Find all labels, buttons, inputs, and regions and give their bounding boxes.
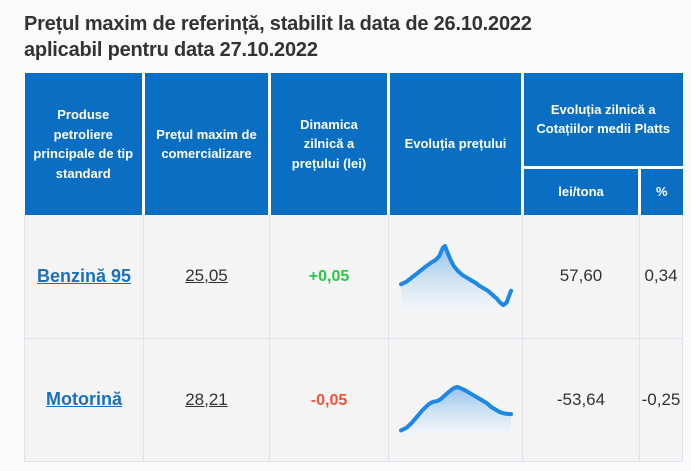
header-max-price: Prețul maxim de comercializare bbox=[143, 73, 271, 215]
daily-dynamics-value: +0,05 bbox=[308, 268, 350, 286]
max-price-link[interactable]: 28,21 bbox=[185, 389, 228, 409]
daily-dynamics-value: -0,05 bbox=[310, 391, 348, 409]
header-platts-lei-tona: lei/tona bbox=[522, 167, 641, 215]
fuel-price-table: Produse petroliere principale de tip sta… bbox=[24, 73, 683, 462]
price-evolution-chart bbox=[398, 384, 513, 435]
title-text-2: aplicabil pentru data bbox=[24, 39, 220, 61]
cell-product: Benzină 95 bbox=[24, 215, 144, 339]
header-daily-dynamics: Dinamica zilnică a prețului (lei) bbox=[269, 73, 390, 215]
max-price-link[interactable]: 25,05 bbox=[185, 266, 228, 286]
cell-price-evolution bbox=[388, 215, 523, 339]
price-evolution-chart bbox=[398, 244, 513, 312]
table-row-motorina: Motorină 28,21 -0,05 -53,64 -0,25 bbox=[24, 338, 683, 462]
header-platts-percent: % bbox=[639, 167, 683, 215]
cell-max-price: 25,05 bbox=[143, 215, 270, 339]
title-date-apply: 27.10.2022 bbox=[219, 39, 318, 61]
cell-platts-lei-tona: 57,60 bbox=[522, 215, 640, 339]
product-link-benzina-95[interactable]: Benzină 95 bbox=[36, 265, 132, 286]
cell-max-price: 28,21 bbox=[143, 338, 270, 462]
cell-platts-lei-tona: -53,64 bbox=[522, 338, 640, 462]
cell-daily-dynamics: -0,05 bbox=[269, 338, 389, 462]
title-date-set: 26.10.2022 bbox=[433, 13, 532, 35]
cell-price-evolution bbox=[388, 338, 523, 462]
table-row-benzina-95: Benzină 95 25,05 +0,05 57,60 0,34 bbox=[24, 215, 683, 339]
title-text-1: Prețul maxim de referință, stabilit la d… bbox=[24, 13, 434, 35]
cell-product: Motorină bbox=[24, 338, 144, 462]
header-price-evolution: Evoluția prețului bbox=[388, 73, 524, 215]
product-link-motorina[interactable]: Motorină bbox=[46, 389, 122, 409]
cell-platts-percent: -0,25 bbox=[639, 338, 683, 462]
page-title: Prețul maxim de referință, stabilit la d… bbox=[24, 11, 671, 63]
cell-platts-percent: 0,34 bbox=[639, 215, 683, 339]
header-products: Produse petroliere principale de tip sta… bbox=[24, 73, 145, 215]
cell-daily-dynamics: +0,05 bbox=[269, 215, 389, 339]
header-platts-group: Evoluția zilnică a Cotațiilor medii Plat… bbox=[522, 73, 683, 169]
